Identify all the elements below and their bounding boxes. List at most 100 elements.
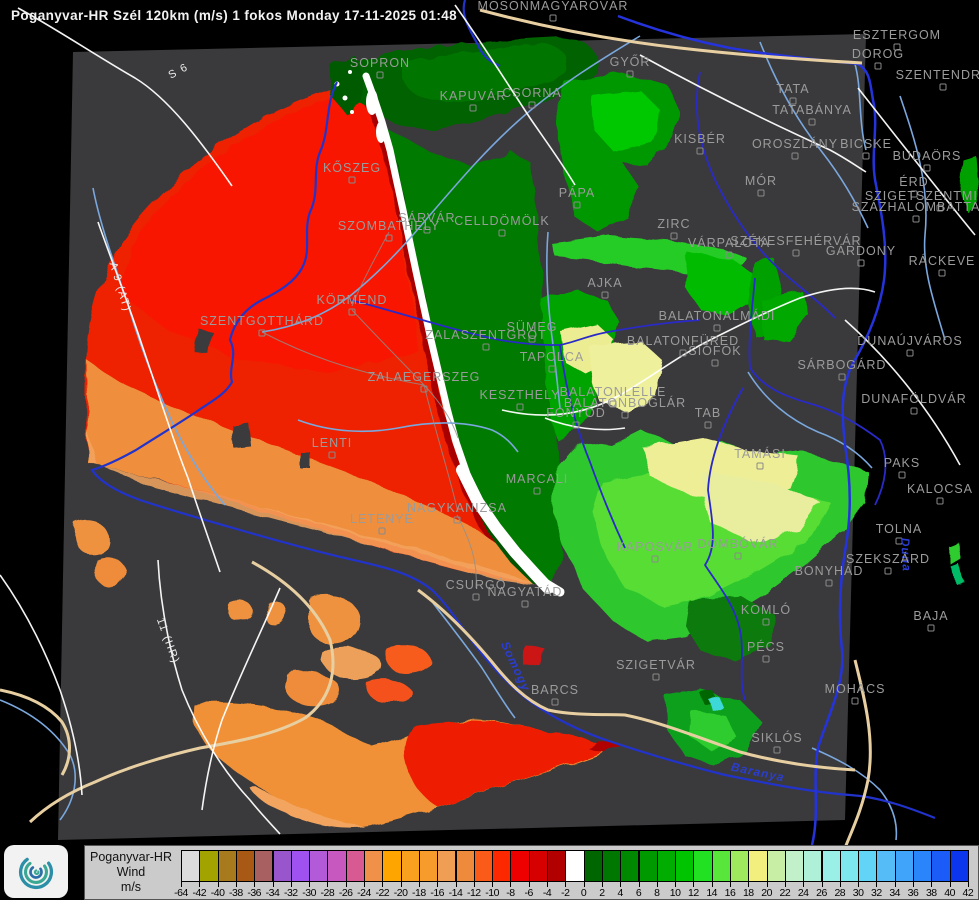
legend-tick-41: [931, 882, 933, 887]
city-label-domb-v-r: DOMBÓVÁR: [698, 536, 779, 551]
legend-cell-32: [766, 850, 786, 882]
city-label-dunaf-ldv-r: DUNAFÖLDVÁR: [861, 391, 966, 406]
city-label-szeksz-rd: SZEKSZÁRD: [846, 551, 930, 566]
city-label-celld-m-lk: CELLDÖMÖLK: [454, 214, 549, 228]
city-label-rd: ÉRD: [899, 174, 928, 189]
city-label-tatab-nya: TATABÁNYA: [772, 102, 852, 117]
city-marker-celld-m-lk: [498, 229, 506, 237]
city-label-bonyh-d: BONYHÁD: [795, 563, 864, 578]
legend-parameter-label: Wind: [116, 865, 146, 879]
legend-value-37: 30: [852, 887, 864, 899]
legend-cell-26: [656, 850, 677, 882]
legend-value-24: 4: [617, 887, 624, 899]
legend-value-33: 22: [779, 887, 791, 899]
city-marker-r-ckeve: [938, 269, 946, 277]
legend-cell-7: [309, 850, 329, 882]
city-marker-mosonmagyar-v-r: [549, 14, 557, 22]
legend-tick-19: [528, 882, 530, 887]
city-marker-tata: [789, 97, 797, 105]
city-marker-si-fok: [711, 359, 719, 367]
legend-cell-1: [199, 850, 219, 882]
legend-tick-11: [382, 882, 384, 887]
legend-value-10: -24: [357, 887, 371, 899]
legend-cell-15: [455, 850, 475, 882]
city-marker-nagyat-d: [521, 600, 529, 608]
legend-value-29: 14: [706, 887, 718, 899]
city-label-sz-kesfeh-rv-r: SZÉKESFEHÉRVÁR: [730, 233, 861, 248]
city-label-letenye: LETENYE: [350, 512, 414, 526]
legend-tick-15: [455, 882, 457, 887]
legend-cell-19: [528, 850, 548, 882]
city-label-tata: TATA: [776, 82, 809, 96]
city-marker-duna-jv-ros: [906, 349, 914, 357]
legend-cell-41: [931, 850, 951, 882]
legend-cell-24: [620, 850, 640, 882]
city-marker-fony-d: [572, 421, 580, 429]
legend-cell-11: [382, 850, 402, 882]
legend-tick-10: [364, 882, 365, 887]
legend-value-15: -14: [448, 887, 463, 899]
city-marker-esztergom: [893, 43, 901, 51]
city-marker-szentgotth-rd: [258, 329, 266, 337]
legend-tick-22: [583, 882, 585, 887]
city-marker-koml: [762, 618, 770, 626]
legend-value-20: -4: [542, 887, 552, 899]
legend-value-35: 26: [816, 887, 827, 899]
legend-cell-34: [803, 850, 823, 882]
legend-tick-2: [217, 882, 219, 887]
city-marker-tam-si: [756, 462, 764, 470]
legend-cell-25: [638, 850, 658, 882]
major-roads: [0, 8, 872, 849]
legend-value-25: 6: [635, 887, 642, 899]
legend-value-7: -30: [302, 887, 316, 899]
legend-cell-6: [290, 850, 311, 882]
city-label-fony-d: FONYÓD: [546, 405, 605, 420]
legend-unit-label: m/s: [120, 880, 142, 894]
city-marker-ajka: [601, 291, 609, 299]
legend-tick-36: [839, 882, 841, 887]
legend-cell-13: [418, 850, 439, 882]
city-label-szigetszentmikl-s: SZIGETSZENTMIKLÓS: [865, 188, 979, 203]
legend-value-4: -36: [247, 887, 262, 899]
legend-tick-8: [327, 882, 329, 887]
legend-tick-27: [675, 882, 677, 887]
legend-value-13: -18: [412, 887, 426, 899]
city-marker-balatonalm-di: [713, 324, 721, 332]
legend-cell-39: [894, 850, 914, 882]
legend-value-22: 0: [580, 887, 587, 899]
city-marker-bonyh-d: [825, 579, 833, 587]
city-marker-sikl-s: [773, 746, 781, 754]
legend-tick-20: [547, 882, 548, 887]
positive-velocity-region: [328, 37, 979, 766]
city-marker-szentendre: [939, 83, 947, 91]
city-marker-domb-v-r: [734, 552, 742, 560]
city-marker-k-rmend: [348, 308, 356, 316]
legend-cell-4: [254, 850, 274, 882]
legend-value-21: -2: [561, 887, 570, 899]
city-label-r-ckeve: RÁCKEVE: [909, 253, 976, 268]
city-marker-marcali: [533, 487, 541, 495]
legend-value-39: 34: [889, 887, 901, 899]
app-logo: [4, 845, 68, 898]
city-marker-szigetszentmikl-s: [936, 204, 944, 212]
city-marker-tolna: [895, 537, 903, 545]
legend-cell-0: [181, 850, 201, 882]
legend-cell-28: [693, 850, 713, 882]
city-marker-keszthely: [516, 403, 524, 411]
city-marker-sopron: [376, 71, 384, 79]
city-label-v-rpalota: VÁRPALOTA: [688, 235, 770, 250]
city-marker-nagykanizsa: [453, 516, 461, 524]
city-label-p-pa: PÁPA: [559, 185, 595, 200]
legend-value-30: 16: [724, 887, 736, 899]
legend-tick-38: [876, 882, 878, 887]
legend-tick-13: [418, 882, 420, 887]
city-label-s-meg: SÜMEG: [507, 320, 558, 334]
legend-value-43: 42: [962, 887, 974, 899]
legend-value-28: 12: [688, 887, 699, 899]
city-label-lenti: LENTI: [312, 436, 352, 450]
city-label-tab: TAB: [695, 406, 721, 420]
city-marker-lenti: [328, 451, 336, 459]
legend-tick-37: [858, 882, 860, 887]
